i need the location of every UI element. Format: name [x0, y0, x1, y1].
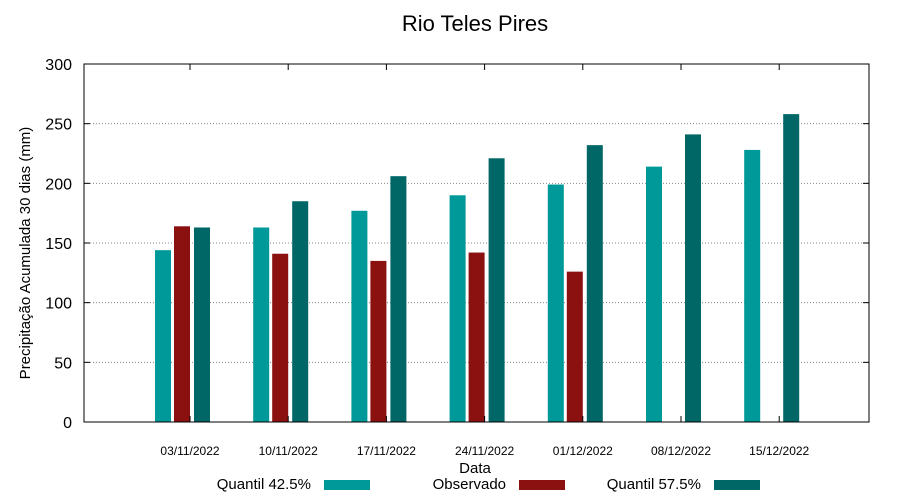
- legend-label-2: Observado: [433, 476, 506, 493]
- x-tick-label: 08/12/2022: [651, 444, 711, 458]
- y-tick-label: 0: [63, 415, 72, 432]
- x-tick-label: 10/11/2022: [259, 444, 318, 458]
- bar-3-1: [194, 227, 210, 422]
- y-tick-label: 50: [54, 355, 72, 372]
- x-tick-label: 24/11/2022: [455, 444, 514, 458]
- legend-label-3: Quantil 57.5%: [607, 476, 701, 493]
- x-tick-label: 17/11/2022: [357, 444, 416, 458]
- bar-1-2: [253, 227, 270, 422]
- legend-label-1: Quantil 42.5%: [217, 476, 311, 493]
- y-axis-label: Precipitação Acumulada 30 dias (mm): [17, 127, 34, 380]
- x-tick-label: 03/11/2022: [160, 444, 219, 458]
- bar-2-4: [468, 252, 485, 422]
- y-tick-label: 200: [45, 176, 72, 193]
- bar-2-2: [272, 253, 289, 422]
- bar-3-4: [488, 158, 505, 423]
- bar-1-7: [744, 149, 761, 423]
- bar-1-3: [351, 210, 368, 422]
- bars: [155, 114, 800, 423]
- bar-1-6: [646, 166, 662, 422]
- y-tick-label: 300: [45, 57, 72, 74]
- bar-3-5: [586, 145, 603, 422]
- legend: Quantil 42.5% Observado Quantil 57.5%: [217, 476, 760, 493]
- y-axis-ticks: 0 50 100 150 200 250 300: [45, 57, 869, 432]
- chart-title: Rio Teles Pires: [402, 11, 548, 36]
- legend-swatch-3: [714, 480, 760, 490]
- legend-swatch-1: [324, 480, 370, 490]
- y-tick-label: 100: [45, 296, 72, 313]
- x-tick-label: 15/12/2022: [749, 444, 809, 458]
- bar-2-3: [370, 260, 387, 422]
- bar-1-5: [547, 184, 564, 422]
- bar-1-1: [155, 250, 171, 422]
- y-tick-label: 150: [45, 236, 72, 253]
- y-tick-label: 250: [45, 117, 72, 134]
- bar-3-2: [292, 201, 309, 422]
- legend-swatch-2: [519, 480, 565, 490]
- bar-3-6: [685, 134, 701, 422]
- bar-1-4: [449, 195, 466, 422]
- x-tick-label: 01/12/2022: [553, 444, 613, 458]
- bar-3-3: [390, 176, 407, 422]
- bar-2-1: [174, 226, 190, 422]
- grid-lines: [84, 123, 869, 363]
- x-axis-ticks: 03/11/2022 10/11/2022 17/11/2022 24/11/2022…: [160, 64, 810, 458]
- bar-2-5: [566, 271, 583, 422]
- x-axis-label: Data: [459, 460, 491, 477]
- bar-3-7: [783, 114, 800, 423]
